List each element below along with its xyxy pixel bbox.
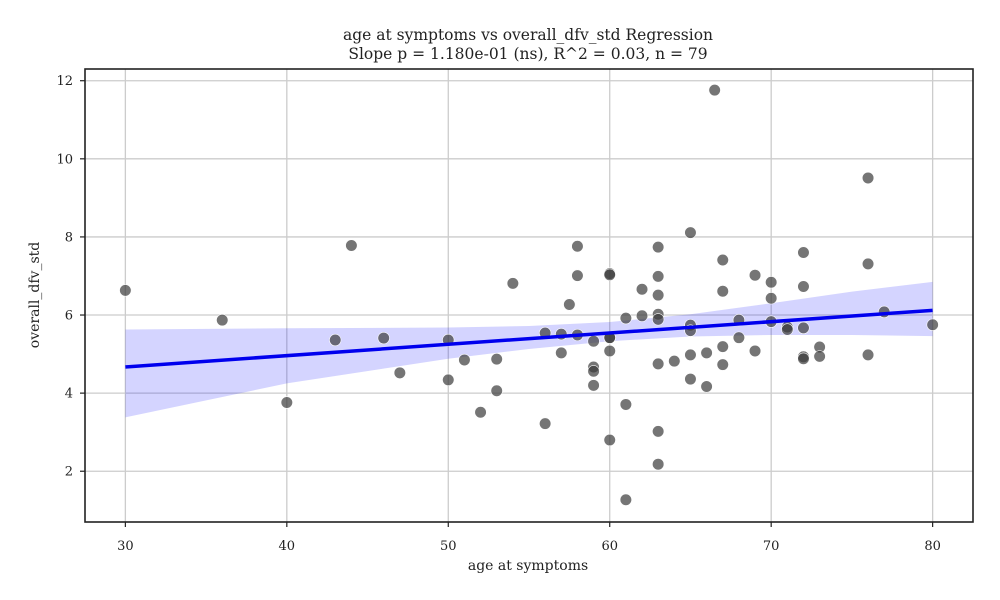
data-point xyxy=(603,268,616,281)
data-point xyxy=(539,417,552,430)
data-point xyxy=(781,323,794,336)
regression-line-layer xyxy=(125,308,933,369)
data-point xyxy=(797,321,810,335)
y-tick-label: 12 xyxy=(56,74,73,89)
y-tick-label: 6 xyxy=(65,309,73,324)
data-point xyxy=(716,340,729,353)
data-point xyxy=(619,398,632,411)
data-point xyxy=(652,313,665,326)
confidence-band xyxy=(125,281,933,418)
data-point xyxy=(748,269,762,282)
x-tick-label: 70 xyxy=(763,539,780,554)
data-point xyxy=(619,312,632,325)
data-point xyxy=(635,309,649,322)
data-point xyxy=(587,379,600,392)
data-point xyxy=(280,396,293,409)
data-point xyxy=(684,226,697,239)
regression-line xyxy=(125,308,933,369)
data-point xyxy=(571,240,584,253)
data-point xyxy=(797,246,810,259)
data-point xyxy=(700,346,713,360)
data-point xyxy=(700,380,713,393)
data-point xyxy=(652,289,665,302)
data-point xyxy=(458,353,471,367)
data-point xyxy=(797,280,810,293)
data-point xyxy=(732,331,745,344)
confidence-band-layer xyxy=(125,281,933,418)
data-point xyxy=(813,350,826,363)
data-point xyxy=(442,373,455,386)
data-point xyxy=(490,384,503,397)
x-tick-label: 30 xyxy=(117,539,134,554)
data-point xyxy=(652,240,665,254)
data-point xyxy=(716,285,729,298)
y-axis-label: overall_dfv_std xyxy=(27,242,43,348)
data-point xyxy=(926,318,939,331)
data-point xyxy=(555,346,568,360)
y-tick-label: 8 xyxy=(65,230,73,245)
plot-frame xyxy=(84,68,974,523)
data-point xyxy=(635,283,649,296)
data-point xyxy=(652,458,665,471)
x-tick-label: 60 xyxy=(601,539,618,554)
data-point xyxy=(329,333,342,347)
data-point xyxy=(216,314,229,327)
data-point xyxy=(345,239,358,252)
data-point xyxy=(765,292,778,305)
data-point xyxy=(861,257,875,270)
x-tick-label: 50 xyxy=(440,539,457,554)
data-point xyxy=(684,372,697,386)
data-point xyxy=(668,355,681,368)
data-point xyxy=(119,284,132,297)
data-point xyxy=(377,331,390,345)
points-layer xyxy=(119,83,939,506)
data-point xyxy=(603,344,616,358)
data-point xyxy=(563,298,576,311)
data-point xyxy=(474,406,487,419)
y-tick-label: 4 xyxy=(65,387,73,402)
data-point xyxy=(587,365,600,378)
y-tick-label: 2 xyxy=(65,465,73,480)
data-point xyxy=(619,493,632,506)
data-point xyxy=(708,83,721,97)
data-point xyxy=(861,171,875,185)
x-tick-label: 40 xyxy=(279,539,296,554)
data-point xyxy=(652,270,665,283)
chart-title: age at symptoms vs overall_dfv_std Regre… xyxy=(343,26,713,44)
data-point xyxy=(393,366,406,379)
data-point xyxy=(765,276,778,289)
chart-subtitle: Slope p = 1.180e-01 (ns), R^2 = 0.03, n … xyxy=(348,45,707,63)
x-tick-label: 80 xyxy=(924,539,941,554)
x-axis-label: age at symptoms xyxy=(468,558,588,574)
data-point xyxy=(716,358,729,371)
axis-ticks: 30 40 50 60 70 80 2 4 6 8 10 12 xyxy=(56,74,940,554)
data-point xyxy=(797,352,810,365)
data-point xyxy=(716,253,729,267)
data-point xyxy=(748,344,762,358)
data-point xyxy=(506,277,519,290)
data-point xyxy=(684,348,697,361)
data-point xyxy=(587,335,600,348)
data-point xyxy=(603,433,616,447)
data-point xyxy=(490,353,503,366)
y-tick-label: 10 xyxy=(56,152,73,167)
data-point xyxy=(861,348,875,361)
data-point xyxy=(571,269,584,282)
data-point xyxy=(652,357,665,370)
data-point xyxy=(652,425,665,438)
